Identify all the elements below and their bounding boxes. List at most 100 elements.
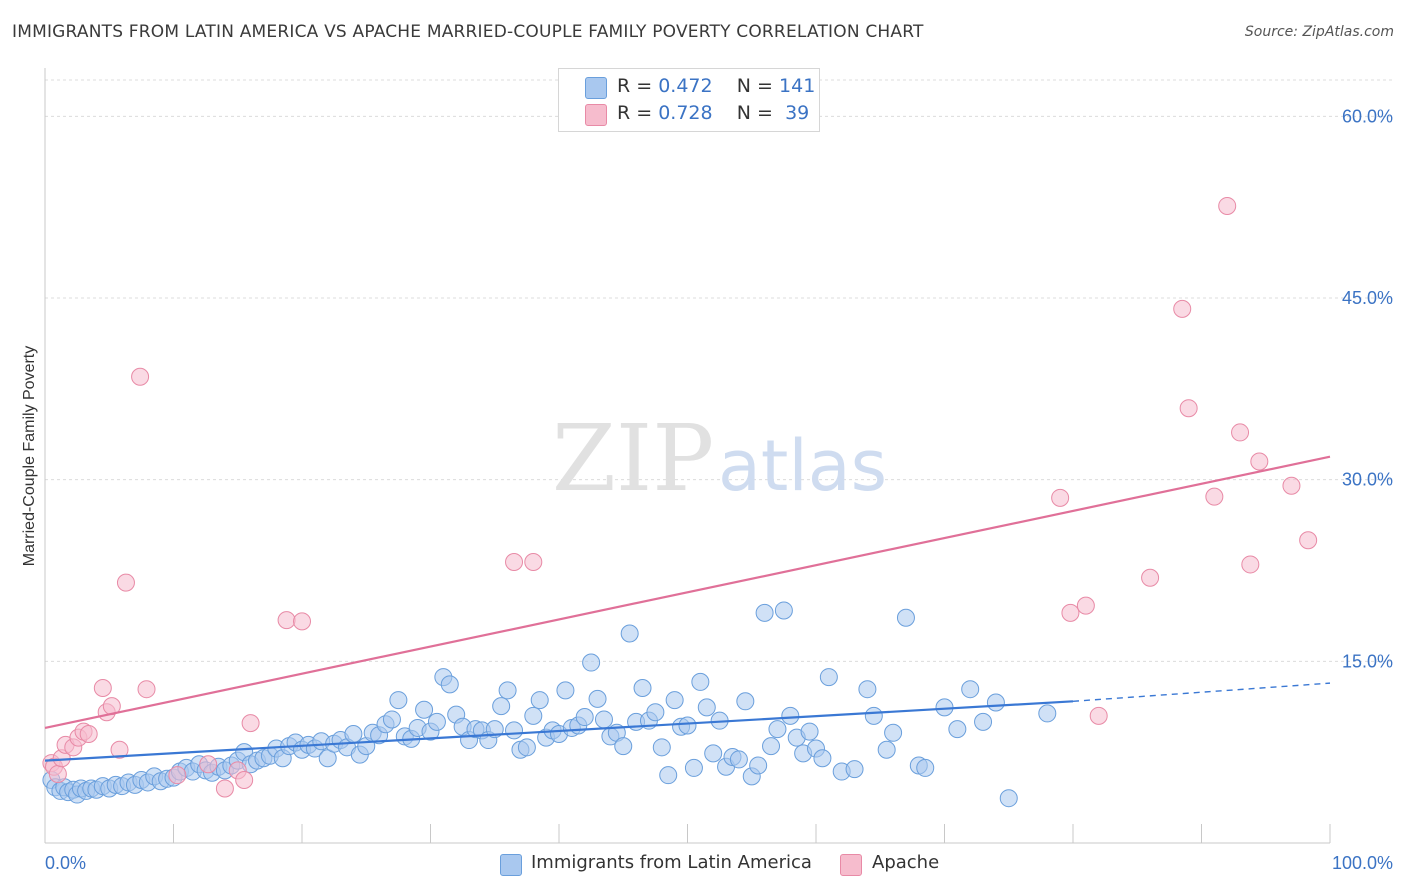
bottom-legend-swatch-apache (840, 854, 862, 876)
point-latin-america (877, 740, 896, 759)
point-latin-america (858, 680, 877, 699)
point-apache (199, 755, 218, 774)
point-latin-america (736, 692, 755, 711)
point-latin-america (999, 789, 1018, 808)
point-latin-america (594, 710, 613, 729)
x-tick-label-min: 0.0% (45, 853, 86, 873)
point-latin-america (768, 720, 787, 739)
point-latin-america (614, 737, 633, 756)
correlation-legend: R = 0.472 N = 141 R = 0.728 N = 39 (558, 68, 820, 132)
point-apache (235, 771, 254, 790)
bottom-legend-label-latin-america: Immigrants from Latin America (531, 852, 812, 873)
point-latin-america (948, 720, 967, 739)
legend-swatch-apache (585, 104, 607, 126)
point-latin-america (845, 760, 864, 779)
point-apache (116, 573, 135, 592)
point-latin-america (556, 681, 575, 700)
point-latin-america (659, 766, 678, 785)
point-latin-america (986, 693, 1005, 712)
point-latin-america (389, 691, 408, 710)
point-apache (241, 714, 260, 733)
point-latin-america (498, 681, 517, 700)
point-latin-america (530, 691, 549, 710)
point-latin-america (678, 716, 697, 735)
watermark-zip: ZIP (552, 405, 714, 512)
point-latin-america (652, 738, 671, 757)
point-latin-america (684, 758, 703, 777)
point-apache (1241, 555, 1260, 574)
legend-n-value-latin-america: 141 (779, 75, 816, 97)
point-apache (1282, 476, 1301, 495)
chart-title: IMMIGRANTS FROM LATIN AMERICA VS APACHE … (12, 22, 924, 42)
watermark-atlas: atlas (718, 425, 887, 507)
point-latin-america (781, 706, 800, 725)
point-latin-america (755, 603, 774, 622)
point-latin-america (749, 756, 768, 775)
point-latin-america (800, 722, 819, 741)
point-latin-america (729, 750, 748, 769)
point-apache (1089, 706, 1108, 725)
point-latin-america (575, 708, 594, 727)
point-apache (1051, 488, 1070, 507)
point-apache (137, 680, 156, 699)
point-latin-america (1038, 704, 1057, 723)
point-latin-america (427, 712, 446, 731)
axes (44, 68, 1331, 844)
point-apache (1173, 299, 1192, 318)
point-apache (524, 553, 543, 572)
point-latin-america (588, 689, 607, 708)
point-apache (505, 553, 524, 572)
point-latin-america (344, 725, 363, 743)
point-apache (293, 612, 311, 631)
watermark: ZIP atlas (552, 405, 887, 512)
point-latin-america (492, 697, 511, 716)
point-apache (1179, 399, 1198, 418)
point-latin-america (620, 624, 639, 643)
bottom-legend-label-apache: Apache (872, 852, 940, 873)
point-apache (1205, 487, 1224, 506)
point-apache (1076, 596, 1095, 615)
point-latin-america (819, 668, 838, 687)
point-latin-america (646, 703, 665, 722)
legend-r-label: R = (617, 102, 653, 124)
trend-line-latin-america-extension (1072, 682, 1331, 702)
point-latin-america (896, 608, 915, 627)
point-apache (168, 766, 187, 785)
legend-r-label: R = (617, 75, 653, 97)
gridlines (45, 79, 1395, 662)
point-latin-america (916, 758, 935, 777)
point-apache (79, 725, 98, 743)
point-apache (215, 779, 234, 798)
point-apache (1061, 603, 1080, 622)
tick-labels: 15.0% 30.0% 45.0% 60.0% 0.0% 100.0% (45, 106, 1393, 873)
x-tick-label-max: 100.0% (1332, 853, 1393, 873)
trend-line-apache (44, 455, 1331, 730)
point-latin-america (691, 672, 710, 691)
trend-lines (44, 455, 1331, 762)
point-latin-america (582, 653, 601, 672)
legend-r-value-latin-america: 0.472 (658, 75, 713, 97)
legend-n-label: N = (736, 102, 773, 124)
point-latin-america (524, 706, 543, 725)
point-latin-america (665, 691, 684, 710)
point-latin-america (697, 698, 716, 717)
point-latin-america (762, 737, 781, 756)
y-tick-label: 15.0% (1342, 651, 1393, 671)
point-apache (1299, 531, 1318, 550)
point-apache (1141, 568, 1160, 587)
point-apache (110, 740, 129, 759)
point-latin-america (440, 675, 459, 694)
point-latin-america (864, 706, 883, 725)
y-axis-label: Married-Couple Family Poverty (21, 346, 38, 567)
point-latin-america (974, 712, 993, 731)
point-apache (1231, 423, 1250, 442)
y-tick-label: 30.0% (1342, 470, 1393, 490)
point-latin-america (415, 700, 434, 719)
y-tick-label: 60.0% (1342, 106, 1393, 126)
point-latin-america (813, 749, 832, 768)
point-apache (48, 764, 67, 783)
point-latin-america (382, 710, 401, 729)
point-apache (93, 678, 112, 697)
point-latin-america (774, 601, 793, 620)
